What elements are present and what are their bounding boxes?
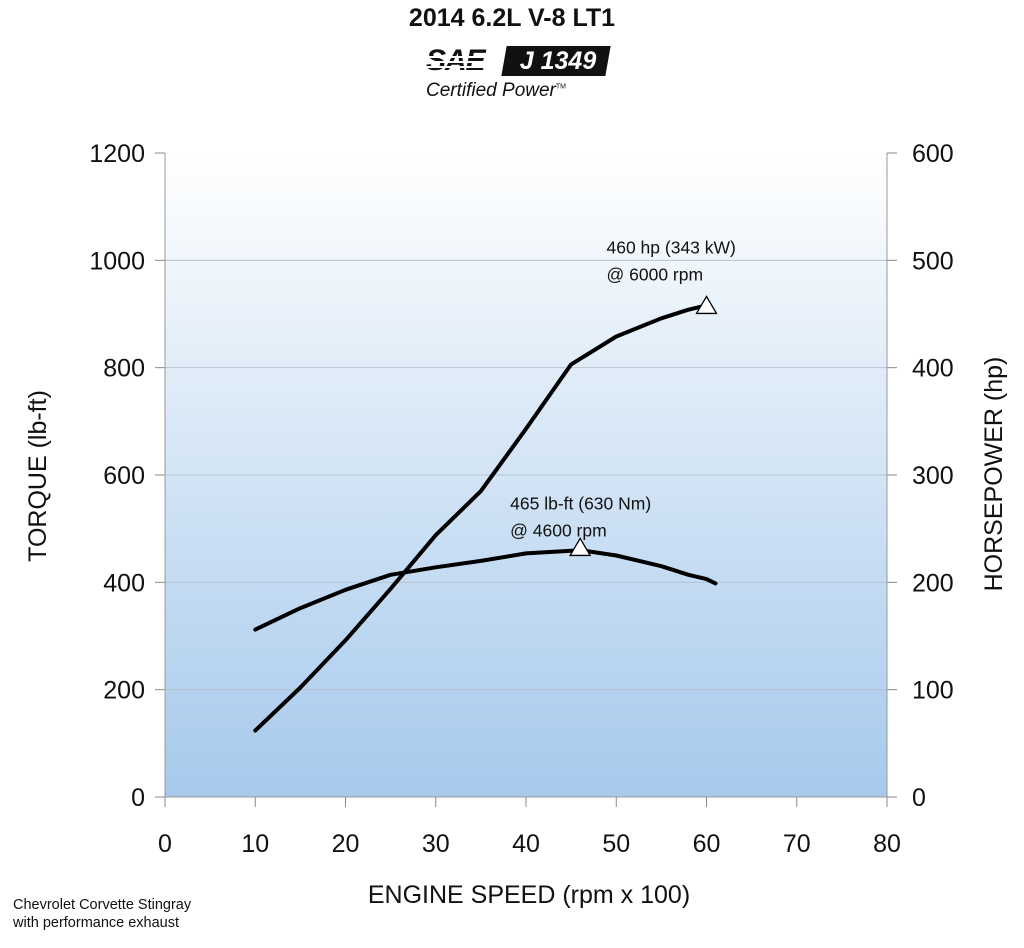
grid-lines <box>165 259 887 691</box>
x-tick-label-10: 10 <box>241 830 269 858</box>
x-tick-label-40: 40 <box>512 830 540 858</box>
x-tick-label-20: 20 <box>332 830 360 858</box>
certified-power-text: Certified PowerTM <box>426 80 566 102</box>
horsepower-peak-annotation-line-2: @ 6000 rpm <box>607 264 704 284</box>
y-left-tick-label-800: 800 <box>103 355 145 383</box>
x-tick-label-50: 50 <box>602 830 630 858</box>
certified-power-label: Certified Power <box>426 80 556 101</box>
chart-title: 2014 6.2L V-8 LT1 <box>408 4 616 32</box>
horsepower-curve <box>253 303 709 733</box>
y-axis-label-left: TORQUE (lb-ft) <box>24 390 52 562</box>
axes <box>155 152 897 807</box>
footnote: Chevrolet Corvette Stingray with perform… <box>13 896 191 932</box>
tick-labels: 0200400600800100012000100200300400500600… <box>89 140 953 858</box>
x-axis-label: ENGINE SPEED (rpm x 100) <box>368 881 690 909</box>
footnote-line-1: Chevrolet Corvette Stingray <box>13 897 192 913</box>
sae-logo-stripes <box>426 53 504 71</box>
y-right-tick-label-600: 600 <box>912 140 954 168</box>
y-right-tick-label-500: 500 <box>912 247 954 275</box>
y-right-tick-label-100: 100 <box>912 677 954 705</box>
peak-markers <box>569 295 718 557</box>
torque-curve <box>253 548 718 632</box>
trademark-symbol: TM <box>555 83 566 91</box>
y-left-tick-label-200: 200 <box>103 677 145 705</box>
y-right-tick-label-300: 300 <box>912 462 954 490</box>
torque-peak-annotation-line-2: @ 4600 rpm <box>510 520 607 540</box>
annotations: 460 hp (343 kW) @ 6000 rpm 465 lb-ft (630 … <box>510 237 736 540</box>
x-tick-label-0: 0 <box>158 830 172 858</box>
y-right-tick-label-0: 0 <box>912 784 926 812</box>
j1349-badge-text: J 1349 <box>519 47 597 75</box>
y-left-tick-label-600: 600 <box>103 462 145 490</box>
horsepower-peak-annotation-line-1: 460 hp (343 kW) <box>607 237 736 257</box>
x-tick-label-30: 30 <box>422 830 450 858</box>
y-right-tick-label-200: 200 <box>912 569 954 597</box>
y-left-tick-label-1000: 1000 <box>89 247 145 275</box>
footnote-line-2: with performance exhaust <box>13 915 180 931</box>
horsepower-peak-marker <box>695 295 718 315</box>
x-tick-label-70: 70 <box>783 830 811 858</box>
sae-j1349-logo: SAE J 1349 Certified PowerTM <box>0 44 1024 104</box>
y-left-tick-label-400: 400 <box>103 569 145 597</box>
y-axis-label-right: HORSEPOWER (hp) <box>980 357 1008 592</box>
torque-peak-annotation-line-1: 465 lb-ft (630 Nm) <box>510 493 651 513</box>
y-left-tick-label-1200: 1200 <box>89 140 145 168</box>
torque-peak-marker <box>569 537 592 557</box>
x-tick-label-80: 80 <box>873 830 901 858</box>
y-right-tick-label-400: 400 <box>912 355 954 383</box>
x-tick-label-60: 60 <box>693 830 721 858</box>
y-left-tick-label-0: 0 <box>131 784 145 812</box>
series-lines <box>253 303 718 733</box>
